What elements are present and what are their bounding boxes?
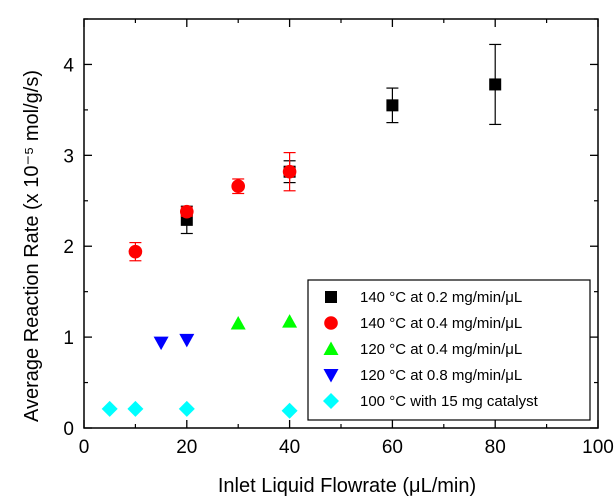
data-point [101, 400, 118, 417]
data-point [282, 164, 297, 179]
series-square [180, 43, 502, 235]
x-tick-label: 60 [382, 437, 403, 458]
axes: 0 20 40 60 80 100 0 1 2 3 4 [63, 18, 614, 458]
legend-marker [325, 291, 337, 303]
data-point [128, 244, 143, 259]
series-triangle-up [230, 314, 298, 330]
plot-marks [101, 43, 502, 419]
y-tick-label: 0 [63, 419, 74, 440]
legend-label: 140 °C at 0.4 mg/min/μL [360, 315, 522, 332]
legend: 140 °C at 0.2 mg/min/μL 140 °C at 0.4 mg/… [307, 279, 591, 421]
data-point [127, 400, 144, 417]
y-tick-label: 1 [63, 328, 74, 349]
x-tick-label: 40 [279, 437, 300, 458]
data-point [179, 333, 195, 348]
legend-marker [324, 316, 338, 330]
data-point [281, 402, 298, 419]
data-point [180, 204, 194, 219]
series-circle [128, 152, 297, 262]
data-point [230, 315, 246, 330]
legend-marker [323, 393, 339, 409]
data-point [231, 179, 245, 194]
x-axis-label: Inlet Liquid Flowrate (μL/min) [218, 475, 476, 497]
data-point [153, 336, 169, 351]
legend-label: 100 °C with 15 mg catalyst [360, 393, 539, 410]
x-tick-label: 0 [79, 437, 90, 458]
y-tick-label: 2 [63, 237, 74, 258]
data-point [489, 78, 502, 91]
data-point [178, 400, 195, 417]
y-tick-label: 3 [63, 146, 74, 167]
series-triangle-down [153, 333, 195, 351]
x-tick-label: 20 [176, 437, 197, 458]
data-point [282, 314, 298, 328]
legend-label: 120 °C at 0.8 mg/min/μL [360, 367, 522, 384]
data-point [386, 99, 399, 112]
legend-label: 140 °C at 0.2 mg/min/μL [360, 289, 522, 306]
series-diamond [101, 400, 298, 419]
y-tick-label: 4 [63, 55, 74, 76]
x-tick-label: 80 [485, 437, 506, 458]
legend-box [307, 279, 591, 421]
legend-marker [323, 341, 339, 355]
y-axis-label: Average Reaction Rate (x 10⁻⁵ mol/g/s) [21, 70, 43, 422]
legend-marker [323, 369, 339, 383]
x-tick-label: 100 [582, 437, 614, 458]
legend-label: 120 °C at 0.4 mg/min/μL [360, 341, 522, 358]
